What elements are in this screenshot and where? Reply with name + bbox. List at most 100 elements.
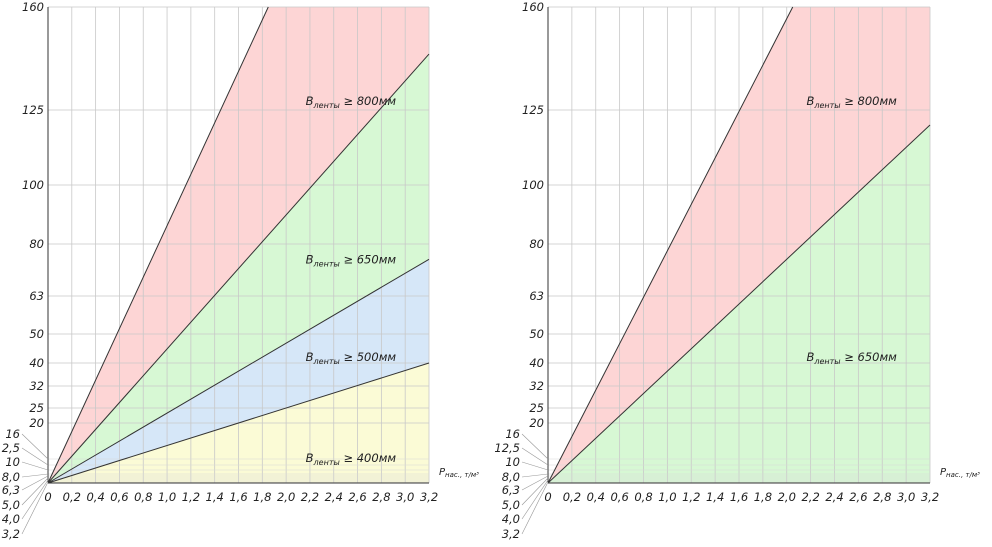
x-tick-2: 0,4 [86, 490, 104, 504]
y-tick-100: 100 [522, 178, 544, 192]
zone-500-label: Bленты ≥ 500мм [306, 350, 397, 366]
boundary-650 [547, 124, 931, 484]
zone-400-label: Bленты ≥ 400мм [306, 451, 397, 467]
x-tick-14: 2,8 [372, 490, 390, 504]
x-tick-0: 0 [44, 490, 51, 504]
y-tick-32: 32 [529, 379, 544, 393]
y-tick-low-3: 6,3 [502, 483, 520, 497]
y-tick-50: 50 [529, 327, 544, 341]
y-tick-125: 125 [522, 103, 544, 117]
y-tick-low-2: 5,0 [2, 498, 20, 512]
y-tick-160: 160 [522, 0, 544, 14]
y-tick-low-0: 3,2 [502, 527, 520, 541]
y-tick-80: 80 [29, 237, 44, 251]
y-tick-100: 100 [22, 178, 44, 192]
y-tick-63: 63 [529, 289, 544, 303]
x-tick-0: 0 [544, 490, 551, 504]
y-tick-50: 50 [29, 327, 44, 341]
y-leader-1 [521, 479, 549, 520]
x-tick-13: 2,6 [849, 490, 867, 504]
x-tick-9: 1,8 [253, 490, 271, 504]
y-tick-25: 25 [29, 401, 44, 415]
right-chart: 202532405063801001251603,24,05,06,38,010… [494, 0, 980, 541]
x-tick-3: 0,6 [610, 490, 628, 504]
y-tick-low-6: 12,5 [0, 441, 20, 455]
x-tick-1: 0,2 [63, 490, 81, 504]
y-tick-low-4: 8,0 [2, 470, 20, 484]
x-tick-8: 1,6 [730, 490, 748, 504]
x-tick-8: 1,6 [229, 490, 247, 504]
left-chart: 202532405063801001251603,24,05,06,38,010… [0, 0, 479, 541]
y-tick-20: 20 [29, 416, 44, 430]
x-tick-6: 1,2 [682, 490, 700, 504]
y-leader-5 [521, 461, 549, 471]
boundary-800 [47, 6, 269, 484]
y-tick-40: 40 [29, 356, 44, 370]
y-tick-low-5: 10 [505, 455, 520, 469]
y-leader-5 [21, 461, 49, 471]
boundary-650 [47, 53, 430, 484]
y-tick-80: 80 [529, 237, 544, 251]
y-leader-6 [21, 447, 49, 466]
y-tick-125: 125 [22, 103, 44, 117]
x-axis-label: Pнас., т/м³ [940, 467, 980, 479]
x-tick-13: 2,6 [348, 490, 366, 504]
x-tick-16: 3,2 [921, 490, 939, 504]
x-tick-6: 1,2 [182, 490, 200, 504]
boundary-400 [47, 362, 430, 484]
x-tick-9: 1,8 [754, 490, 772, 504]
x-tick-16: 3,2 [420, 490, 438, 504]
x-tick-11: 2,2 [301, 490, 319, 504]
y-tick-low-1: 4,0 [502, 512, 520, 526]
y-tick-low-1: 4,0 [2, 512, 20, 526]
x-tick-14: 2,8 [873, 490, 891, 504]
y-tick-20: 20 [529, 416, 544, 430]
y-tick-63: 63 [29, 289, 44, 303]
x-tick-11: 2,2 [801, 490, 819, 504]
x-axis-label: Pнас., т/м³ [439, 467, 479, 479]
y-tick-low-0: 3,2 [2, 527, 20, 541]
y-leader-3 [521, 475, 549, 491]
x-tick-12: 2,4 [825, 490, 843, 504]
y-tick-low-4: 8,0 [502, 470, 520, 484]
y-leader-4 [521, 473, 549, 478]
y-leader-1 [21, 479, 49, 520]
y-leader-0 [521, 481, 549, 535]
y-leader-4 [21, 473, 49, 478]
y-tick-low-5: 10 [5, 455, 20, 469]
x-tick-15: 3,0 [396, 490, 414, 504]
y-leader-6 [521, 447, 549, 466]
x-tick-10: 2,0 [778, 490, 796, 504]
x-tick-4: 0,8 [634, 490, 652, 504]
x-tick-15: 3,0 [897, 490, 915, 504]
y-tick-low-2: 5,0 [502, 498, 520, 512]
y-leader-7 [21, 433, 49, 460]
x-tick-10: 2,0 [277, 490, 295, 504]
zone-800-label: Bленты ≥ 800мм [306, 94, 397, 110]
y-tick-low-7: 16 [5, 427, 20, 441]
x-tick-7: 1,4 [206, 490, 224, 504]
y-tick-160: 160 [22, 0, 44, 14]
y-tick-40: 40 [529, 356, 544, 370]
y-tick-25: 25 [529, 401, 544, 415]
y-tick-32: 32 [29, 379, 44, 393]
y-tick-low-3: 6,3 [2, 483, 20, 497]
x-tick-2: 0,4 [587, 490, 605, 504]
y-tick-low-7: 16 [505, 427, 520, 441]
y-leader-2 [21, 477, 49, 506]
y-leader-0 [21, 481, 49, 535]
zone-650-label: Bленты ≥ 650мм [806, 350, 897, 366]
x-tick-3: 0,6 [110, 490, 128, 504]
y-leader-2 [521, 477, 549, 506]
boundary-800 [547, 6, 794, 484]
y-tick-low-6: 12,5 [494, 441, 520, 455]
x-tick-5: 1,0 [158, 490, 176, 504]
y-leader-3 [21, 475, 49, 491]
x-tick-7: 1,4 [706, 490, 724, 504]
zone-800-label: Bленты ≥ 800мм [806, 94, 897, 110]
grid [47, 6, 430, 483]
y-leader-7 [521, 433, 549, 460]
boundary-500 [47, 258, 430, 484]
x-tick-12: 2,4 [325, 490, 343, 504]
